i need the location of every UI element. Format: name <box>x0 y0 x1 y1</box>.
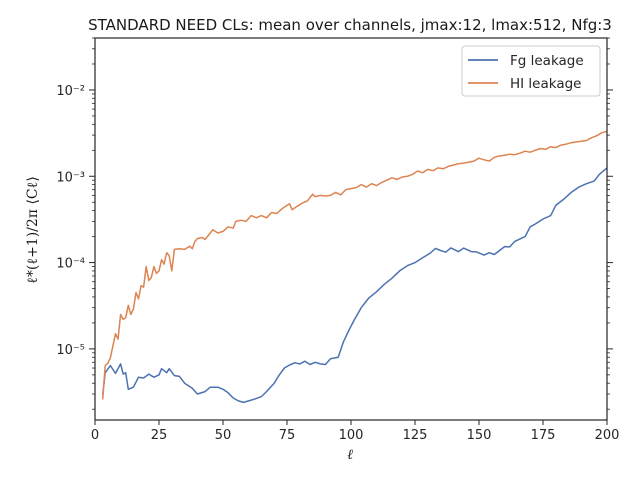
x-tick-label: 0 <box>91 428 99 443</box>
x-axis-label: ℓ <box>347 447 353 463</box>
series-line-fg-leakage <box>101 167 608 404</box>
x-tick-label: 25 <box>151 428 168 443</box>
x-tick-label: 75 <box>279 428 296 443</box>
x-tick-label: 200 <box>595 428 620 443</box>
y-tick-label: 10⁻³ <box>56 170 85 185</box>
chart-title: STANDARD NEED CLs: mean over channels, j… <box>88 16 612 34</box>
y-axis: 10⁻⁵ 10⁻⁴ 10⁻³ 10⁻² <box>56 37 613 410</box>
y-tick-label: 10⁻² <box>56 84 85 99</box>
y-tick-label: 10⁻⁵ <box>56 343 85 358</box>
x-tick-label: 100 <box>339 428 364 443</box>
x-axis: 0 25 50 75 100 125 150 175 200 <box>91 420 620 443</box>
x-tick-label: 125 <box>403 428 428 443</box>
x-tick-label: 150 <box>467 428 492 443</box>
y-axis-label: ℓ*(ℓ+1)/2π ⟨Cℓ⟩ <box>25 176 41 284</box>
series-line-hi-leakage <box>101 130 608 400</box>
x-tick-label: 50 <box>215 428 232 443</box>
legend-label-hi-leakage: HI leakage <box>510 76 581 92</box>
x-tick-label: 175 <box>531 428 556 443</box>
y-tick-label: 10⁻⁴ <box>56 257 85 272</box>
legend: Fg leakage HI leakage <box>461 45 601 97</box>
y-axis-label-text: ℓ*(ℓ+1)/2π ⟨Cℓ⟩ <box>25 176 41 284</box>
legend-label-fg-leakage: Fg leakage <box>510 53 584 69</box>
